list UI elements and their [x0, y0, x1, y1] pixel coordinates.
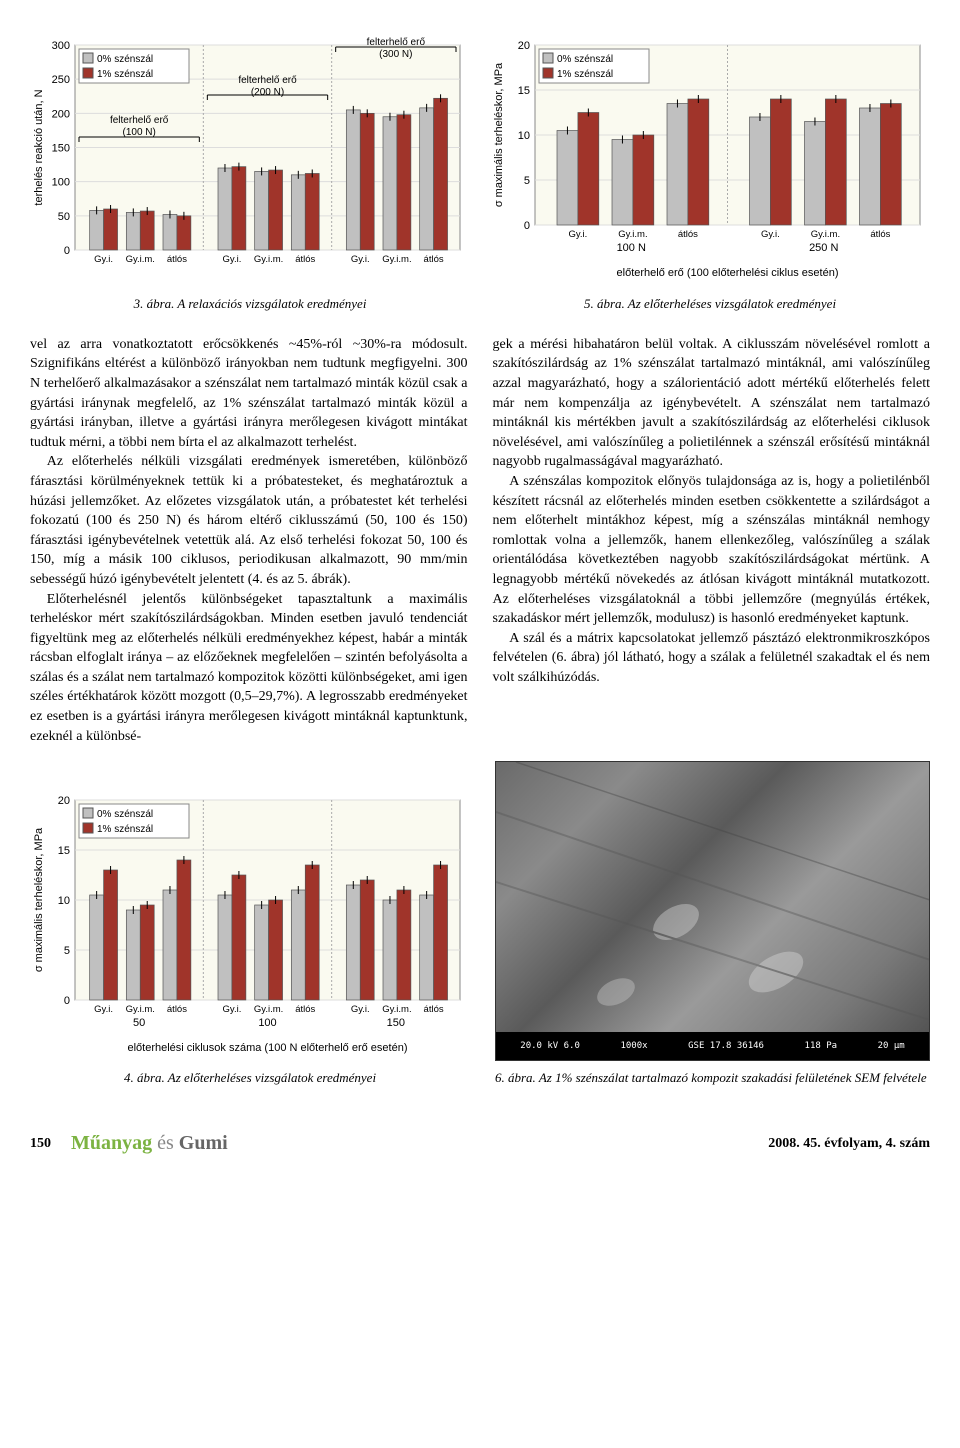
svg-text:15: 15 — [518, 85, 530, 97]
svg-text:(100 N): (100 N) — [122, 127, 155, 138]
svg-text:Gy.i.m.: Gy.i.m. — [382, 254, 411, 265]
svg-text:Gy.i.m.: Gy.i.m. — [254, 1004, 283, 1015]
page-footer: 150 Műanyag és Gumi 2008. 45. évfolyam, … — [30, 1129, 930, 1157]
svg-text:Gy.i.m.: Gy.i.m. — [618, 229, 647, 240]
svg-text:0% szénszál: 0% szénszál — [97, 809, 153, 820]
svg-text:(300 N): (300 N) — [379, 49, 412, 60]
text-column-left: vel az arra vonatkoztatott erőcsökkenés … — [30, 335, 468, 746]
para: gek a mérési hibahatáron belül voltak. A… — [493, 335, 931, 472]
svg-text:0: 0 — [524, 220, 530, 232]
svg-text:200: 200 — [52, 108, 70, 120]
figure-6-container: 20.0 kV 6.0 1000x GSE 17.8 36146 118 Pa … — [495, 761, 930, 1099]
svg-text:20: 20 — [58, 795, 70, 807]
svg-text:0: 0 — [64, 995, 70, 1007]
svg-text:Gy.i.: Gy.i. — [223, 254, 242, 265]
bottom-row: 0 5 10 15 20 σ maximális terheléskor, MPa Gy.i… — [30, 761, 930, 1099]
svg-text:0% szénszál: 0% szénszál — [97, 54, 153, 65]
svg-text:5: 5 — [64, 945, 70, 957]
svg-text:100: 100 — [258, 1017, 276, 1029]
body-text-columns: vel az arra vonatkoztatott erőcsökkenés … — [30, 335, 930, 746]
svg-text:10: 10 — [518, 130, 530, 142]
svg-text:0: 0 — [64, 245, 70, 257]
sem-field: 118 Pa — [805, 1040, 838, 1053]
svg-text:300: 300 — [52, 40, 70, 52]
svg-text:15: 15 — [58, 845, 70, 857]
sem-field: 20.0 kV 6.0 — [520, 1040, 580, 1053]
chart-5-container: 0 5 10 15 20 σ maximális terheléskor, MPa Gy.i… — [490, 20, 930, 325]
sem-field: 1000x — [620, 1040, 647, 1053]
svg-text:felterhelő erő: felterhelő erő — [110, 115, 169, 126]
para: A szál és a mátrix kapcsolatokat jellemz… — [493, 629, 931, 688]
svg-text:100: 100 — [52, 177, 70, 189]
para: Előterhelésnél jelentős különbségeket ta… — [30, 590, 468, 747]
svg-text:50: 50 — [58, 211, 70, 223]
svg-text:átlós: átlós — [870, 229, 890, 240]
svg-text:Gy.i.m.: Gy.i.m. — [126, 254, 155, 265]
svg-text:átlós: átlós — [295, 254, 315, 265]
svg-text:átlós: átlós — [167, 1004, 187, 1015]
svg-text:előterhelési ciklusok száma (1: előterhelési ciklusok száma (100 N előte… — [127, 1042, 407, 1054]
svg-text:10: 10 — [58, 895, 70, 907]
svg-text:1% szénszál: 1% szénszál — [97, 69, 153, 80]
svg-text:Gy.i.: Gy.i. — [351, 1004, 370, 1015]
para: Az előterhelés nélküli vizsgálati eredmé… — [30, 452, 468, 589]
svg-text:átlós: átlós — [678, 229, 698, 240]
svg-text:átlós: átlós — [424, 254, 444, 265]
para: vel az arra vonatkoztatott erőcsökkenés … — [30, 335, 468, 453]
sem-info-bar: 20.0 kV 6.0 1000x GSE 17.8 36146 118 Pa … — [496, 1032, 929, 1060]
sem-scale: 20 μm — [878, 1040, 905, 1053]
svg-text:terhelés reakció után, N: terhelés reakció után, N — [33, 89, 45, 205]
svg-text:előterhelő erő (100 előterhelé: előterhelő erő (100 előterhelési ciklus … — [617, 267, 839, 279]
chart-3-container: 0 50 100 150 200 250 300 terhelés reakció után,… — [30, 20, 470, 325]
svg-text:1% szénszál: 1% szénszál — [557, 69, 613, 80]
svg-text:150: 150 — [387, 1017, 405, 1029]
svg-text:Gy.i.m.: Gy.i.m. — [382, 1004, 411, 1015]
svg-text:50: 50 — [133, 1017, 145, 1029]
svg-text:(200 N): (200 N) — [251, 87, 284, 98]
svg-text:átlós: átlós — [295, 1004, 315, 1015]
chart-4-caption: 4. ábra. Az előterheléses vizsgálatok er… — [30, 1069, 470, 1087]
svg-text:átlós: átlós — [167, 254, 187, 265]
svg-text:Gy.i.m.: Gy.i.m. — [811, 229, 840, 240]
svg-text:250 N: 250 N — [809, 242, 838, 254]
svg-text:250: 250 — [52, 74, 70, 86]
svg-text:Gy.i.: Gy.i. — [94, 254, 113, 265]
svg-text:5: 5 — [524, 175, 530, 187]
svg-text:σ maximális terheléskor, MPa: σ maximális terheléskor, MPa — [33, 827, 45, 972]
para: A szénszálas kompozitok előnyös tulajdon… — [493, 472, 931, 629]
svg-text:Gy.i.: Gy.i. — [568, 229, 587, 240]
sem-micrograph: 20.0 kV 6.0 1000x GSE 17.8 36146 118 Pa … — [495, 761, 930, 1061]
chart-4: 0 5 10 15 20 σ maximális terheléskor, MPa Gy.i… — [30, 775, 470, 1055]
svg-text:Gy.i.m.: Gy.i.m. — [126, 1004, 155, 1015]
page-number: 150 — [30, 1134, 51, 1154]
chart-3: 0 50 100 150 200 250 300 terhelés reakció után,… — [30, 20, 470, 280]
chart-3-caption: 3. ábra. A relaxációs vizsgálatok eredmé… — [30, 295, 470, 313]
chart-5-caption: 5. ábra. Az előterheléses vizsgálatok er… — [490, 295, 930, 313]
figure-6-caption: 6. ábra. Az 1% szénszálat tartalmazó kom… — [495, 1069, 930, 1087]
chart-4-container: 0 5 10 15 20 σ maximális terheléskor, MPa Gy.i… — [30, 775, 470, 1100]
svg-text:100 N: 100 N — [617, 242, 646, 254]
text-column-right: gek a mérési hibahatáron belül voltak. A… — [493, 335, 931, 746]
top-charts-row: 050100150200250300terhelés reakció után,… — [30, 20, 930, 325]
svg-text:Gy.i.: Gy.i. — [223, 1004, 242, 1015]
issue-info: 2008. 45. évfolyam, 4. szám — [768, 1134, 930, 1154]
svg-text:Gy.i.m.: Gy.i.m. — [254, 254, 283, 265]
journal-logo: Műanyag és Gumi — [71, 1129, 228, 1157]
svg-text:σ maximális terheléskor, MPa: σ maximális terheléskor, MPa — [493, 62, 505, 207]
svg-text:20: 20 — [518, 40, 530, 52]
svg-text:Gy.i.: Gy.i. — [94, 1004, 113, 1015]
svg-text:0% szénszál: 0% szénszál — [557, 54, 613, 65]
svg-text:felterhelő erő: felterhelő erő — [367, 37, 426, 48]
sem-field: GSE 17.8 36146 — [688, 1040, 764, 1053]
svg-text:1% szénszál: 1% szénszál — [97, 824, 153, 835]
svg-text:átlós: átlós — [424, 1004, 444, 1015]
svg-text:150: 150 — [52, 143, 70, 155]
svg-text:Gy.i.: Gy.i. — [761, 229, 780, 240]
chart-5: 0 5 10 15 20 σ maximális terheléskor, MPa Gy.i… — [490, 20, 930, 280]
svg-text:Gy.i.: Gy.i. — [351, 254, 370, 265]
svg-text:felterhelő erő: felterhelő erő — [238, 75, 297, 86]
